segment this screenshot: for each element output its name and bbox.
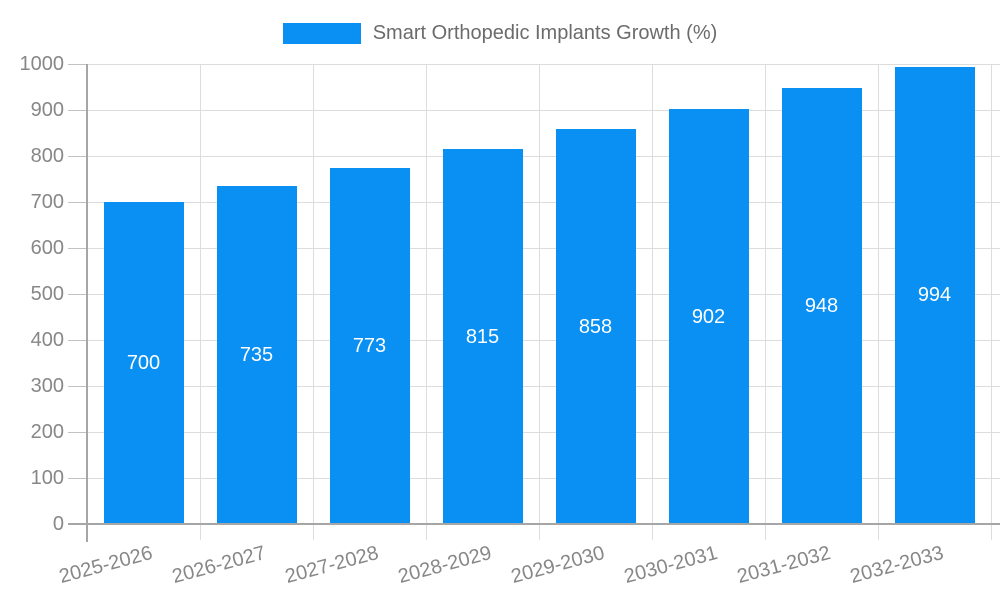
x-axis-label: 2032-2033 [847,541,946,588]
gridline-horizontal [87,247,1000,249]
bar-value-label: 815 [465,325,500,348]
y-axis-label: 500 [30,283,64,305]
y-axis-label: 700 [30,191,64,213]
bar-value-label: 735 [239,343,274,366]
y-axis-tick [68,293,87,295]
gridline-horizontal [87,385,1000,387]
bar-value-label: 700 [126,352,161,374]
bar[interactable] [668,109,749,524]
bar[interactable] [216,185,297,524]
bar-value-label: 773 [352,335,387,358]
y-axis-tick [68,431,87,433]
gridline-horizontal [87,431,1000,433]
y-axis-tick [68,247,87,249]
legend-swatch[interactable] [282,22,361,44]
gridline-vertical [990,64,992,540]
y-axis-label: 1000 [19,53,65,75]
x-axis-label: 2025-2026 [56,541,155,588]
y-axis-label: 200 [30,421,64,443]
y-axis-tick [68,155,87,157]
gridline-horizontal [87,201,1000,203]
gridline-vertical [312,64,314,540]
gridline-horizontal [87,293,1000,295]
y-axis-label: 600 [30,237,64,259]
gridline-horizontal [87,155,1000,157]
x-axis-label: 2028-2029 [395,541,494,588]
y-axis-label: 0 [52,513,64,535]
y-axis-tick [68,339,87,341]
bar-value-label: 948 [804,294,839,317]
legend-label: Smart Orthopedic Implants Growth (%) [372,22,718,44]
y-axis-line [86,64,88,542]
x-axis-line [68,523,1000,525]
y-axis-tick [68,201,87,203]
y-axis-label: 900 [30,99,64,121]
gridline-vertical [199,64,201,540]
bar[interactable] [329,168,410,524]
y-axis-tick [68,477,87,479]
bar-value-label: 902 [691,305,726,328]
y-axis-label: 800 [30,145,64,167]
bar[interactable] [103,202,184,524]
y-axis-tick [68,109,87,111]
y-axis-tick [68,385,87,387]
gridline-horizontal [87,63,1000,65]
x-axis-label: 2031-2032 [734,541,833,588]
y-axis-label: 100 [30,467,64,489]
x-axis-label: 2027-2028 [282,541,381,588]
gridline-vertical [764,64,766,540]
gridline-vertical [425,64,427,540]
bar[interactable] [894,66,975,524]
gridline-horizontal [87,339,1000,341]
legend[interactable]: Smart Orthopedic Implants Growth (%) [0,20,1000,46]
bar[interactable] [442,149,523,524]
gridline-horizontal [87,109,1000,111]
y-axis-label: 400 [30,329,64,351]
gridline-vertical [877,64,879,540]
gridline-vertical [651,64,653,540]
gridline-horizontal [87,477,1000,479]
y-axis-tick [68,63,87,65]
bar-value-label: 994 [917,284,952,307]
gridline-vertical [538,64,540,540]
bar-value-label: 858 [578,315,613,338]
y-axis-label: 300 [30,375,64,397]
bar[interactable] [555,129,636,524]
x-axis-label: 2029-2030 [508,541,607,588]
x-axis-label: 2026-2027 [169,541,268,588]
bar[interactable] [781,87,862,524]
x-axis-label: 2030-2031 [621,541,720,588]
